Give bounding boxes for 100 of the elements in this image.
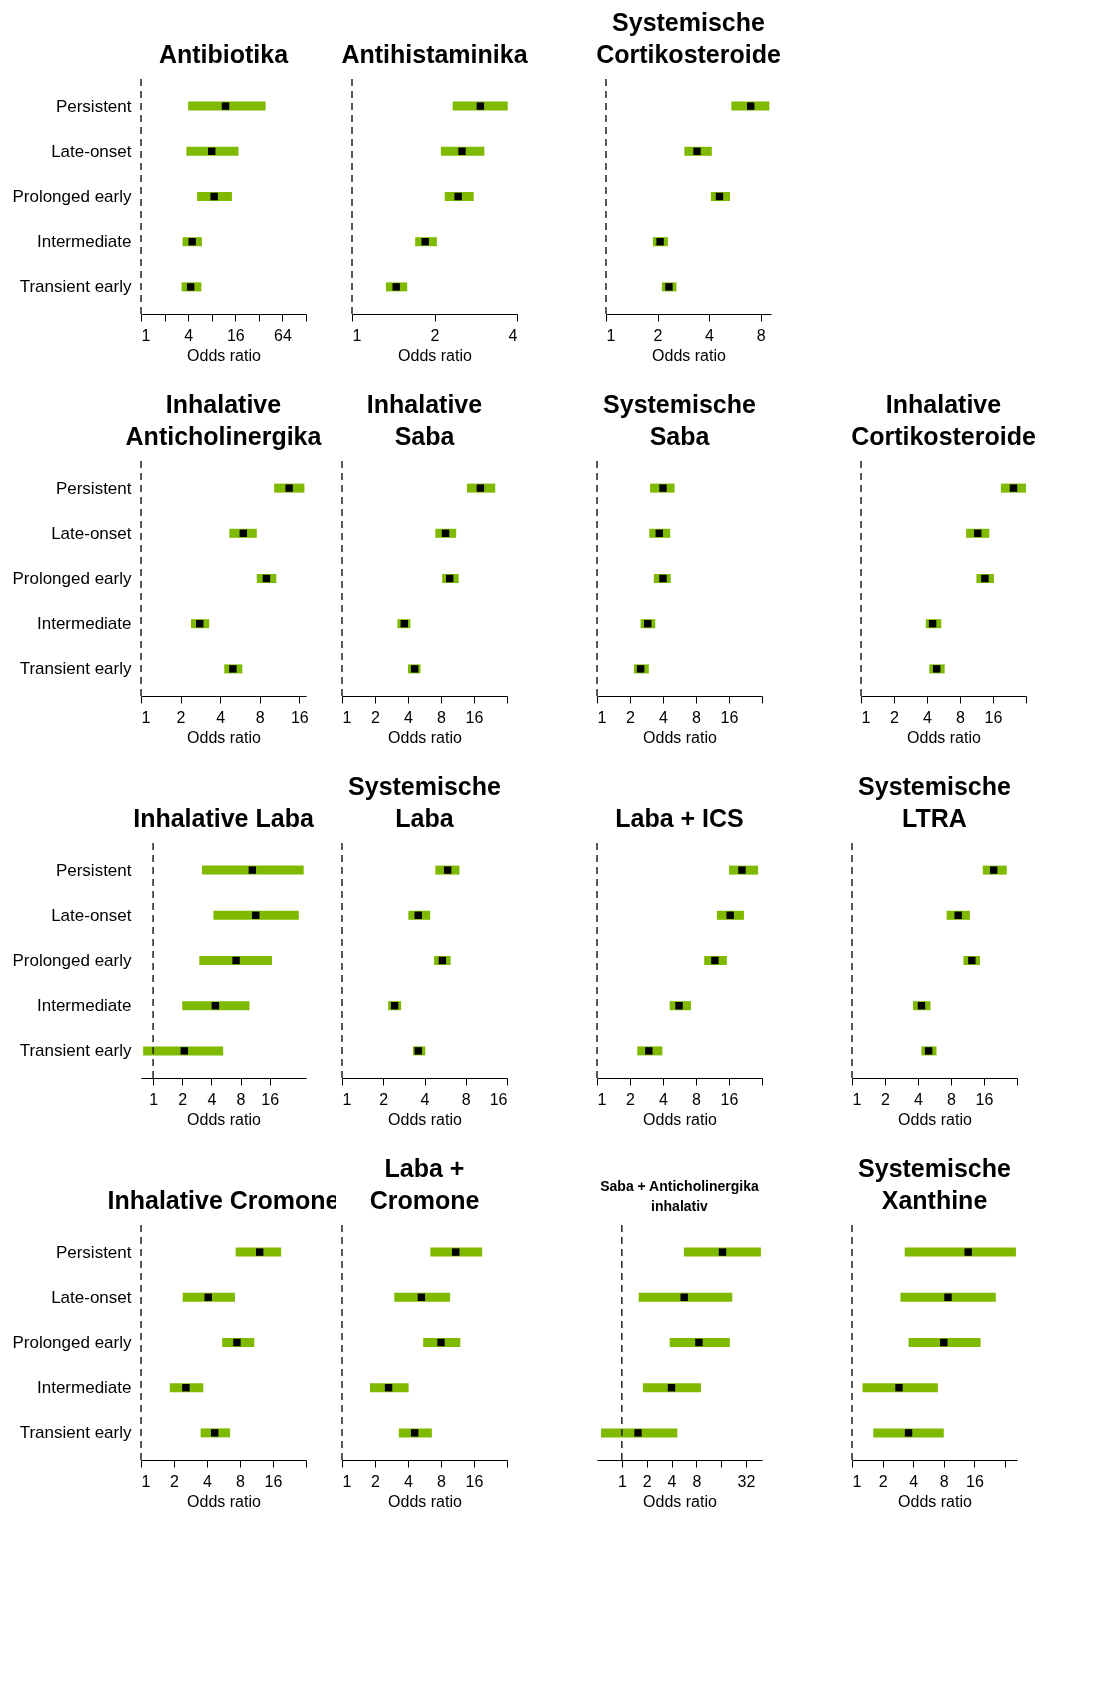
x-tick-label: 16: [984, 708, 1003, 726]
x-axis-title: Odds ratio: [398, 346, 473, 364]
x-tick-label: 1: [597, 1090, 607, 1108]
x-tick-label: 4: [420, 1090, 430, 1108]
y-tick-label: Transient early: [19, 1041, 132, 1061]
x-tick-label: 8: [437, 1472, 447, 1490]
chart-title: Inhalative Saba: [366, 390, 483, 451]
x-axis-title: Odds ratio: [388, 1492, 463, 1510]
x-axis-title: Odds ratio: [388, 1110, 463, 1128]
x-tick-label: 16: [975, 1090, 994, 1108]
x-tick-label: 1: [597, 708, 607, 726]
x-tick-label: 8: [692, 708, 702, 726]
y-tick-label: Intermediate: [37, 614, 132, 634]
y-tick-label: Transient early: [19, 659, 132, 679]
x-tick-label: 32: [737, 1472, 756, 1490]
chart-title: Systemische Cortikosteroide: [596, 8, 781, 69]
x-tick-label: 8: [692, 1472, 702, 1490]
x-tick-label: 1: [352, 326, 362, 344]
chart-title: Laba + ICS: [615, 804, 744, 833]
x-tick-label: 4: [184, 326, 194, 344]
x-tick-label: 8: [692, 1090, 702, 1108]
x-axis-title: Odds ratio: [643, 728, 718, 746]
y-tick-label: Late-onset: [51, 141, 132, 161]
x-tick-label: 1: [141, 326, 151, 344]
x-tick-label: 8: [939, 1472, 949, 1490]
x-tick-label: 1: [852, 1090, 862, 1108]
chart-title: Inhalative Cortikosteroide: [851, 390, 1036, 451]
x-tick-label: 16: [720, 708, 739, 726]
x-axis-title: Odds ratio: [907, 728, 982, 746]
x-tick-label: 2: [626, 1090, 636, 1108]
y-tick-label: Prolonged early: [12, 187, 132, 206]
x-axis-title: Odds ratio: [187, 346, 262, 364]
x-tick-label: 4: [909, 1472, 919, 1490]
y-tick-label: Persistent: [55, 96, 132, 116]
chart-title: Inhalative Laba: [133, 804, 315, 833]
x-tick-label: 2: [430, 326, 440, 344]
x-tick-label: 2: [653, 326, 663, 344]
x-tick-label: 2: [878, 1472, 888, 1490]
x-tick-label: 16: [966, 1472, 984, 1490]
x-tick-label: 8: [255, 708, 265, 726]
x-axis-title: Odds ratio: [652, 346, 727, 364]
x-tick-label: 4: [659, 1090, 669, 1108]
y-tick-label: Transient early: [19, 1423, 132, 1443]
x-tick-label: 2: [626, 708, 636, 726]
x-axis-title: Odds ratio: [187, 1110, 262, 1128]
x-tick-label: 16: [720, 1090, 739, 1108]
x-tick-label: 8: [236, 1090, 246, 1108]
y-tick-label: Intermediate: [37, 232, 132, 252]
x-tick-label: 4: [705, 326, 715, 344]
y-tick-label: Prolonged early: [12, 1333, 132, 1352]
x-tick-label: 1: [141, 708, 151, 726]
x-tick-label: 2: [371, 708, 381, 726]
x-tick-label: 16: [264, 1472, 283, 1490]
x-tick-label: 8: [236, 1472, 246, 1490]
x-tick-label: 8: [437, 708, 447, 726]
x-axis-title: Odds ratio: [388, 728, 463, 746]
x-tick-label: 4: [216, 708, 226, 726]
x-tick-label: 1: [149, 1090, 159, 1108]
chart-title: Systemische LTRA: [858, 772, 1012, 833]
chart-title: Systemische Xanthine: [858, 1154, 1012, 1215]
x-tick-label: 2: [178, 1090, 188, 1108]
x-tick-label: 1: [617, 1472, 627, 1490]
x-tick-label: 2: [881, 1090, 891, 1108]
chart-title: Inhalative Anticholinergika: [125, 390, 323, 451]
x-tick-label: 4: [404, 708, 414, 726]
chart-title: Saba + Anticholinergika inhalativ: [600, 1178, 759, 1215]
x-tick-label: 4: [914, 1090, 924, 1108]
x-tick-label: 4: [923, 708, 933, 726]
x-tick-label: 4: [508, 326, 518, 344]
x-tick-label: 4: [659, 708, 669, 726]
x-tick-label: 1: [606, 326, 616, 344]
chart-title: Antibiotika: [158, 40, 290, 69]
y-tick-label: Late-onset: [51, 905, 132, 925]
chart-title: Inhalative Cromone: [107, 1186, 340, 1215]
x-tick-label: 8: [956, 708, 966, 726]
chart-title: Laba + Cromone: [369, 1154, 480, 1215]
x-tick-label: 16: [465, 1472, 484, 1490]
x-tick-label: 1: [342, 1090, 352, 1108]
x-axis-title: Odds ratio: [187, 1492, 262, 1510]
chart-title: Antihistaminika: [341, 40, 529, 69]
chart-title: Systemische Laba: [348, 772, 502, 833]
y-tick-label: Prolonged early: [12, 951, 132, 970]
x-tick-label: 4: [667, 1472, 677, 1490]
x-tick-label: 1: [141, 1472, 151, 1490]
x-tick-label: 16: [261, 1090, 280, 1108]
x-tick-label: 2: [176, 708, 186, 726]
x-tick-label: 2: [170, 1472, 180, 1490]
x-tick-label: 8: [461, 1090, 471, 1108]
x-tick-label: 16: [226, 326, 245, 344]
x-axis-title: Odds ratio: [643, 1110, 718, 1128]
y-tick-label: Transient early: [19, 277, 132, 297]
x-tick-label: 8: [756, 326, 766, 344]
x-tick-label: 1: [342, 1472, 352, 1490]
x-tick-label: 2: [371, 1472, 381, 1490]
y-tick-label: Late-onset: [51, 523, 132, 543]
x-tick-label: 16: [290, 708, 309, 726]
x-tick-label: 4: [404, 1472, 414, 1490]
x-axis-title: Odds ratio: [898, 1492, 973, 1510]
y-tick-label: Intermediate: [37, 1378, 132, 1398]
x-tick-label: 1: [852, 1472, 862, 1490]
